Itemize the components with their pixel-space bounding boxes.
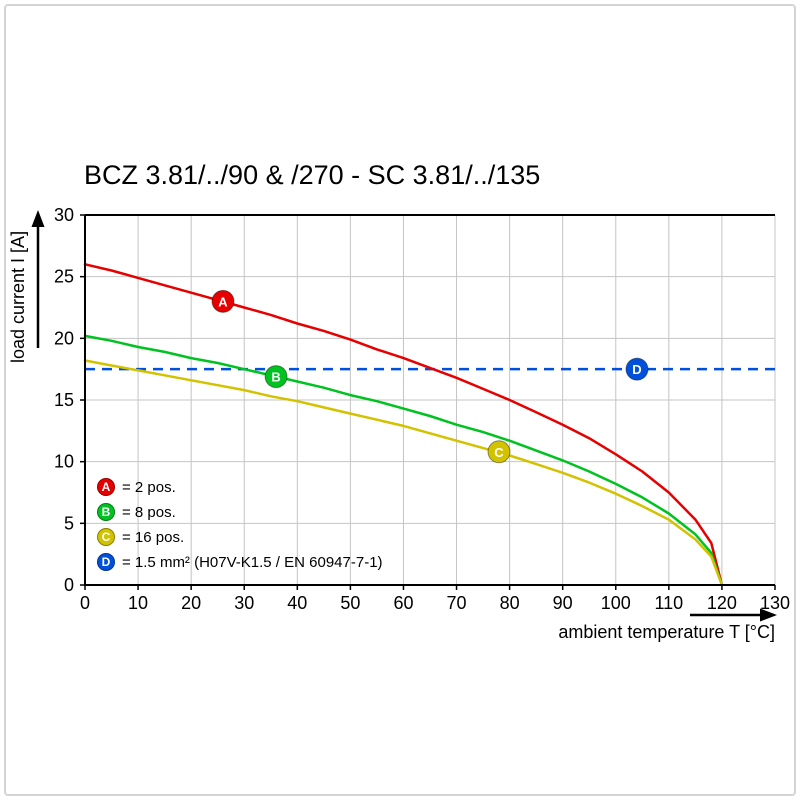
y-axis-arrowhead-icon [31,210,45,227]
x-tick-label: 0 [80,593,90,613]
marker-B [264,365,288,389]
x-tick-label: 10 [128,593,148,613]
marker-A [211,289,235,313]
legend-item-C: C = 16 pos. [97,527,383,547]
legend-label-C: = 16 pos. [122,528,185,546]
legend: A = 2 pos. B = 8 pos. C = 16 pos. D = 1.5 mm² (… [97,477,383,572]
marker-D-label: D [632,362,641,377]
y-tick-label: 20 [54,328,74,348]
x-tick-label: 30 [234,593,254,613]
y-tick-label: 5 [64,513,74,533]
legend-label-D: = 1.5 mm² (H07V-K1.5 / EN 60947-7-1) [122,553,383,571]
marker-D [625,357,649,381]
x-tick-label: 110 [654,593,683,613]
x-tick-label: 70 [447,593,467,613]
x-tick-label: 100 [601,593,631,613]
legend-item-D: D = 1.5 mm² (H07V-K1.5 / EN 60947-7-1) [97,552,383,572]
legend-marker-B: B [97,503,115,521]
y-tick-label: 15 [54,390,74,410]
y-tick-label: 30 [54,205,74,225]
legend-marker-D: D [97,553,115,571]
legend-marker-C: C [97,528,115,546]
x-tick-label: 50 [340,593,360,613]
chart-title: BCZ 3.81/../90 & /270 - SC 3.81/../135 [84,160,541,190]
legend-label-B: = 8 pos. [122,503,176,521]
legend-item-B: B = 8 pos. [97,502,383,522]
y-tick-label: 25 [54,267,74,287]
x-tick-label: 80 [500,593,520,613]
legend-item-A: A = 2 pos. [97,477,383,497]
x-tick-label: 90 [553,593,573,613]
legend-label-A: = 2 pos. [122,478,176,496]
y-tick-label: 0 [64,575,74,595]
x-tick-label: 120 [707,593,737,613]
curve-A [83,263,724,587]
legend-marker-A: A [97,478,115,496]
x-tick-label: 20 [181,593,201,613]
curve-C [83,359,724,587]
x-axis-arrowhead-icon [760,608,777,622]
x-axis-label: ambient temperature T [°C] [558,622,775,642]
marker-C [487,440,511,464]
marker-C-label: C [494,445,504,460]
x-tick-label: 60 [393,593,413,613]
y-tick-label: 10 [54,452,74,472]
x-tick-label: 130 [760,593,790,613]
marker-B-label: B [271,370,280,385]
x-tick-label: 40 [287,593,307,613]
curve-B [83,334,724,587]
marker-A-label: A [218,294,228,309]
